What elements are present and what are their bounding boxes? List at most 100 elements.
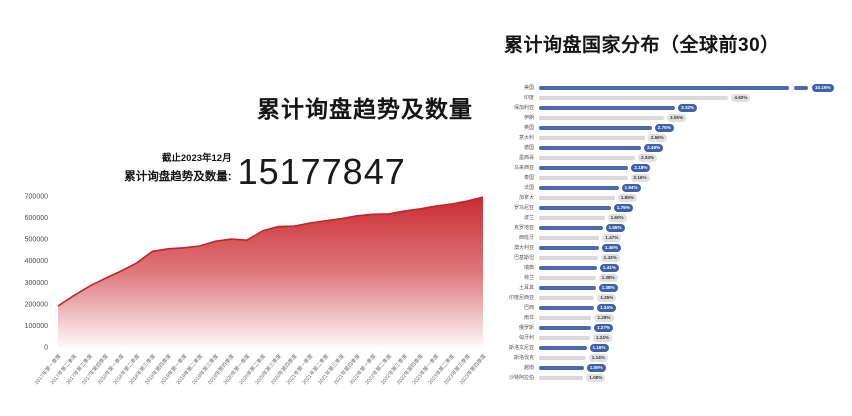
country-label: 波兰 [523,215,534,221]
country-bar [539,325,592,331]
country-label: 马来西亚 [513,165,534,171]
bar-row: 美国 10.16% [490,83,852,93]
bar-row: 荷兰 1.38% [490,273,852,283]
bar-row: 克罗地亚 1.55% [490,223,852,233]
value-badge: 4.62% [731,94,751,102]
country-label: 伊朗 [523,115,534,121]
country-label: 斯洛文尼亚 [508,345,534,351]
bar-row: 越南 1.09% [490,363,852,373]
country-label: 克罗地亚 [513,225,534,231]
bar-row: 保加利亚 3.32% [490,103,852,113]
y-axis-tick-label: 700000 [25,194,48,201]
total-stats: 截止2023年12月 累计询盘趋势及数量: 15177847 [60,150,470,189]
country-bar [539,115,665,121]
bar-row: 印度尼西亚 1.35% [490,293,852,303]
country-label: 巴基斯坦 [513,255,534,261]
as-of-date-label: 截止2023年12月 [161,153,232,164]
country-bar [539,345,587,351]
bar-row: 澳大利亚 1.46% [490,243,852,253]
bar-row: 巴基斯坦 1.43% [490,253,852,263]
country-label: 土耳其 [518,285,534,291]
country-bar [539,165,629,171]
value-badge: 1.27% [594,324,614,332]
country-label: 巴西 [523,305,534,311]
country-bar [539,375,584,381]
country-bar [794,85,808,91]
country-label: 印度 [523,95,534,101]
country-bar [539,85,789,91]
bar-row: 沙特阿拉伯 1.08% [490,373,852,383]
country-bar [539,255,598,261]
y-axis-tick-label: 600000 [25,215,48,222]
country-label: 斯洛伐克 [513,355,534,361]
country-bar [539,185,619,191]
country-bar [539,225,603,231]
bar-row: 墨西哥 2.34% [490,153,852,163]
country-label: 德国 [523,145,534,151]
bar-row: 罗马尼亚 1.75% [490,203,852,213]
country-label: 罗马尼亚 [513,205,534,211]
country-label: 保加利亚 [513,105,534,111]
country-bar [539,315,592,321]
country-label: 美国 [523,85,534,91]
country-bar [539,235,600,241]
country-chart-title: 累计询盘国家分布（全球前30） [504,35,780,56]
bar-row: 印度 4.62% [490,93,852,103]
country-bar [539,175,628,181]
country-bar [539,275,596,281]
country-label: 俄罗斯 [518,325,534,331]
country-label: 印度尼西亚 [508,295,534,301]
country-bar [539,155,635,161]
value-badge: 10.16% [812,84,834,92]
bar-row: 西班牙 1.47% [490,233,852,243]
total-count-label: 累计询盘趋势及数量: [124,171,232,183]
value-badge: 1.34% [596,304,616,312]
country-bar [539,195,615,201]
country-bar [539,285,596,291]
country-bar [539,245,599,251]
country-bar [539,145,642,151]
value-badge: 1.28% [594,314,614,322]
value-badge: 2.58% [647,134,667,142]
y-axis-tick-label: 400000 [25,258,48,265]
bar-row: 匈牙利 1.24% [490,333,852,343]
y-axis-tick-label: 500000 [25,237,48,244]
value-badge: 1.16% [589,344,609,352]
country-bar [539,295,595,301]
bar-row: 波兰 1.60% [490,213,852,223]
country-label: 匈牙利 [518,335,534,341]
country-label: 法国 [523,185,534,191]
bar-row: 土耳其 1.38% [490,283,852,293]
value-badge: 1.24% [592,334,612,342]
value-badge: 3.05% [667,114,687,122]
country-bar [539,355,586,361]
country-label: 澳大利亚 [513,245,534,251]
value-badge: 1.75% [613,204,633,212]
value-badge: 1.47% [602,234,622,242]
country-label: 加拿大 [518,195,534,201]
value-badge: 1.08% [586,374,606,382]
trend-chart-title: 累计询盘趋势及数量 [257,96,473,122]
value-badge: 1.14% [588,354,608,362]
bar-row: 巴西 1.34% [490,303,852,313]
bar-row: 斯洛文尼亚 1.16% [490,343,852,353]
bar-row: 德国 2.49% [490,143,852,153]
bar-row: 南非 1.28% [490,313,852,323]
value-badge: 1.94% [621,184,641,192]
value-badge: 1.85% [617,194,637,202]
bar-row: 意大利 2.58% [490,133,852,143]
country-label: 瑞典 [523,265,534,271]
bar-row: 伊朗 3.05% [490,113,852,123]
value-badge: 1.46% [601,244,621,252]
value-badge: 1.38% [598,284,618,292]
bar-row: 瑞典 1.41% [490,263,852,273]
country-bar-chart: 美国 10.16% 印度 4.62% 保加利亚 3.32% 伊朗 3.05% 英国 2.75% 意大… [490,83,852,383]
country-bar [539,125,652,131]
value-badge: 1.55% [605,224,625,232]
value-badge: 1.09% [586,364,606,372]
trend-area-chart: 0 100000 200000 300000 400000 500000 600000 700… [0,185,500,416]
bar-row: 斯洛伐克 1.14% [490,353,852,363]
value-badge: 1.60% [607,214,627,222]
value-badge: 2.18% [631,164,651,172]
